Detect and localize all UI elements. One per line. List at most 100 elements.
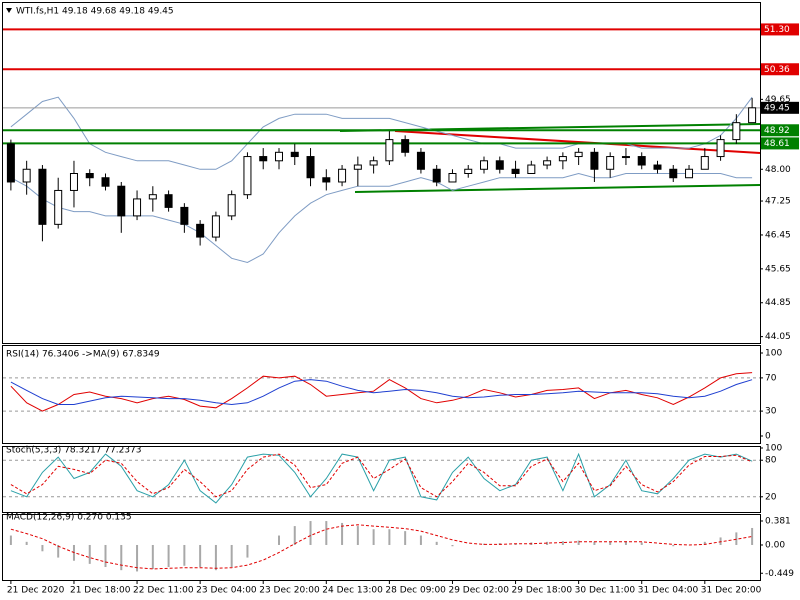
- x-tick-label: 28 Dec 09:00: [385, 586, 446, 596]
- price-level-tag: [761, 124, 799, 137]
- candle-body: [38, 168, 47, 225]
- panel-title: MACD(12,26,9) 0.270 0.135: [6, 513, 132, 523]
- menu-arrow-icon[interactable]: [6, 8, 12, 13]
- price-level-tag: [761, 63, 799, 76]
- candle-body: [180, 206, 189, 225]
- chart-title: WTI.fs,H1 49.18 49.68 49.18 49.45: [16, 7, 174, 17]
- price-level-label: 48.92: [764, 126, 790, 136]
- candle-body: [432, 168, 441, 183]
- candle-body: [606, 156, 615, 170]
- candle-body: [306, 156, 315, 179]
- candle-body: [621, 156, 630, 159]
- candle-body: [164, 194, 173, 208]
- candle-body: [401, 139, 410, 153]
- price-level-tag: [761, 23, 799, 36]
- y-tick-label: 30: [765, 407, 777, 417]
- x-tick-label: 29 Dec 02:00: [448, 586, 509, 596]
- candle-body: [685, 168, 694, 179]
- panel-title: Stoch(5,3,3) 78.3217 77.2373: [6, 446, 141, 456]
- candle-body: [133, 198, 142, 217]
- macd-panel-frame: [2, 514, 761, 581]
- x-tick-label: 31 Dec 04:00: [638, 586, 699, 596]
- candle-body: [148, 194, 157, 200]
- candle-body: [353, 164, 362, 170]
- candle-body: [22, 168, 31, 183]
- candle-body: [69, 173, 78, 191]
- y-tick-label: 46.45: [765, 230, 791, 240]
- candle-body: [211, 215, 220, 238]
- candle-body: [274, 151, 283, 162]
- price-level-label: 51.30: [764, 25, 790, 35]
- candle-body: [338, 168, 347, 183]
- candle-body: [290, 151, 299, 158]
- candle-body: [637, 156, 646, 166]
- candle-body: [101, 177, 110, 187]
- x-tick-label: 24 Dec 13:00: [322, 586, 383, 596]
- x-tick-label: 21 Dec 2020: [7, 586, 65, 596]
- y-tick-label: -0.449: [765, 569, 794, 579]
- indicator-line: [10, 379, 753, 406]
- y-tick-label: 70: [765, 373, 777, 383]
- price-level-tag: [761, 101, 799, 114]
- bollinger-upper: [10, 96, 753, 170]
- panel-title: RSI(14) 76.3406 ->MA(9) 67.8349: [6, 350, 160, 360]
- candle-body: [385, 139, 394, 162]
- indicator-line: [10, 372, 753, 412]
- candle-body: [590, 151, 599, 170]
- x-tick-label: 23 Dec 04:00: [196, 586, 257, 596]
- main-panel-frame: [2, 2, 761, 344]
- y-tick-label: 20: [765, 492, 777, 502]
- x-tick-label: 29 Dec 18:00: [512, 586, 573, 596]
- candle-body: [511, 168, 520, 174]
- y-tick-label: 48.00: [765, 165, 791, 175]
- candle-body: [653, 164, 662, 170]
- y-tick-label: 100: [765, 349, 782, 359]
- indicator-line: [10, 452, 753, 504]
- candle-body: [732, 122, 741, 141]
- y-tick-label: 0: [765, 432, 771, 442]
- y-tick-label: 49.65: [765, 95, 791, 105]
- x-tick-label: 23 Dec 20:00: [259, 586, 320, 596]
- y-tick-label: 44.85: [765, 298, 791, 308]
- x-tick-label: 21 Dec 18:00: [70, 586, 131, 596]
- candle-body: [543, 160, 552, 166]
- trendline: [354, 184, 761, 193]
- y-tick-label: 0.00: [765, 540, 785, 550]
- rsi-panel-frame: [2, 345, 761, 444]
- price-level-label: 48.61: [764, 139, 790, 149]
- x-tick-label: 30 Dec 11:00: [575, 586, 636, 596]
- candle-body: [259, 156, 268, 162]
- candle-body: [85, 173, 94, 179]
- price-level-label: 49.45: [764, 103, 790, 113]
- y-tick-label: 100: [765, 444, 782, 454]
- candle-body: [117, 185, 126, 217]
- candle-body: [322, 177, 331, 183]
- candle-body: [700, 156, 709, 170]
- stoch-panel-frame: [2, 446, 761, 513]
- macd-signal: [10, 524, 753, 570]
- x-tick-label: 31 Dec 20:00: [701, 586, 762, 596]
- candle-body: [748, 107, 757, 124]
- y-tick-label: 0.381: [765, 516, 791, 526]
- y-tick-label: 80: [765, 456, 777, 466]
- y-tick-label: 45.65: [765, 264, 791, 274]
- candle-body: [243, 156, 252, 196]
- candle-body: [527, 164, 536, 174]
- y-tick-label: 44.05: [765, 332, 791, 342]
- candle-body: [574, 151, 583, 158]
- candle-body: [448, 173, 457, 183]
- price-level-tag: [761, 137, 799, 150]
- candle-body: [558, 156, 567, 162]
- candle-body: [669, 168, 678, 179]
- price-level-label: 50.36: [764, 65, 790, 75]
- candle-body: [416, 151, 425, 170]
- y-tick-label: 47.25: [765, 197, 791, 207]
- trendline: [394, 130, 761, 154]
- candle-body: [54, 189, 63, 225]
- candle-body: [480, 160, 489, 170]
- candle-body: [196, 223, 205, 238]
- candle-body: [464, 168, 473, 174]
- candle-body: [6, 143, 15, 183]
